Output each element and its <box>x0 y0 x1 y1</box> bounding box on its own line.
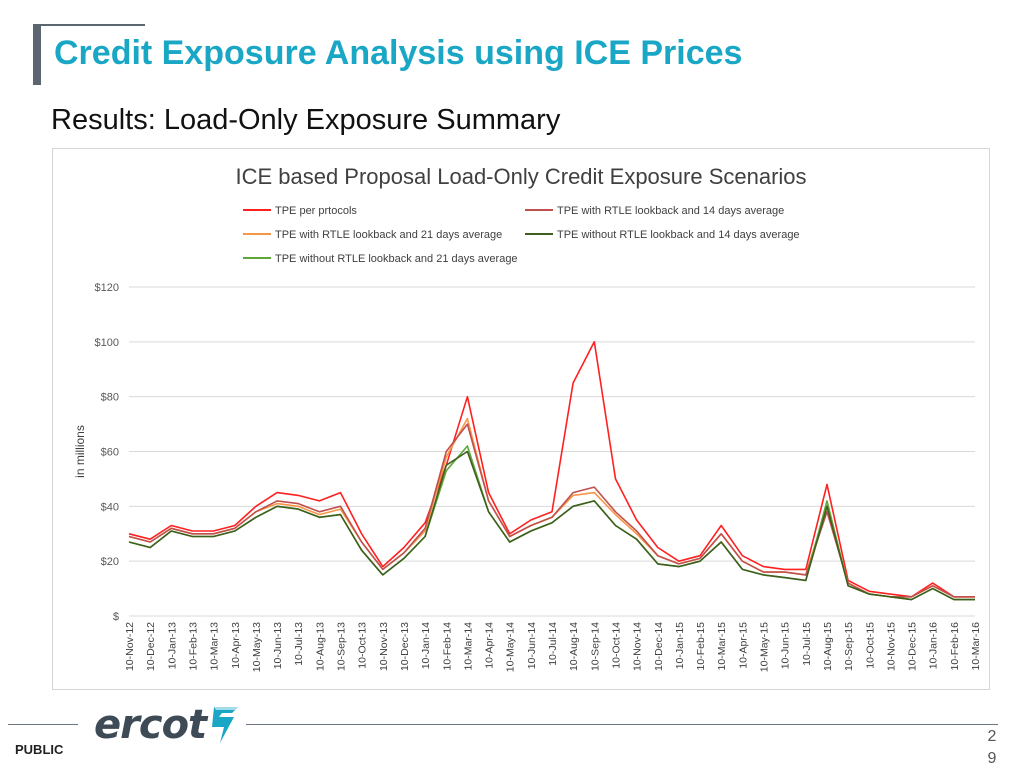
x-tick-label: 10-Oct-13 <box>357 622 369 669</box>
legend-label: TPE with RTLE lookback and 14 days avera… <box>557 205 784 217</box>
x-tick-label: 10-Sep-14 <box>589 622 601 671</box>
x-tick-label: 10-Mar-15 <box>716 622 728 671</box>
x-tick-label: 10-Jun-14 <box>526 622 538 669</box>
slide-title: Credit Exposure Analysis using ICE Price… <box>54 34 743 72</box>
x-tick-label: 10-May-15 <box>759 622 771 672</box>
x-tick-label: 10-Jul-13 <box>293 622 305 666</box>
legend-label: TPE with RTLE lookback and 21 days avera… <box>275 229 502 241</box>
y-tick-label: $100 <box>95 337 119 349</box>
x-tick-label: 10-Jun-15 <box>780 622 792 669</box>
legend-item: TPE with RTLE lookback and 21 days avera… <box>243 229 502 241</box>
slide-subtitle: Results: Load-Only Exposure Summary <box>51 104 561 136</box>
x-tick-label: 10-Apr-15 <box>737 622 749 669</box>
x-tick-label: 10-Nov-15 <box>885 622 897 671</box>
x-tick-label: 10-May-14 <box>505 622 517 672</box>
x-tick-label: 10-Nov-12 <box>124 622 136 671</box>
x-tick-label: 10-Jul-15 <box>801 622 813 666</box>
chart-panel: ICE based Proposal Load-Only Credit Expo… <box>52 148 990 690</box>
x-tick-label: 10-Feb-16 <box>949 622 961 671</box>
y-tick-label: $40 <box>101 501 119 513</box>
footer-divider-right <box>246 724 998 725</box>
y-tick-label: $20 <box>101 556 119 568</box>
ercot-logo: ercot <box>94 702 242 748</box>
x-tick-label: 10-Oct-15 <box>864 622 876 669</box>
x-tick-label: 10-Jan-16 <box>928 622 940 669</box>
legend-item: TPE without RTLE lookback and 14 days av… <box>525 229 800 241</box>
x-tick-label: 10-Jan-13 <box>166 622 178 669</box>
x-tick-label: 10-Mar-13 <box>209 622 221 671</box>
x-tick-label: 10-Jul-14 <box>547 622 559 666</box>
x-tick-label: 10-Mar-14 <box>462 622 474 671</box>
ercot-bolt-icon <box>212 707 239 743</box>
series-line <box>128 341 975 598</box>
series-line <box>128 450 975 601</box>
x-tick-label: 10-Feb-13 <box>187 622 199 671</box>
page-number-digit-1: 2 <box>987 728 997 745</box>
y-tick-label: $120 <box>95 282 119 294</box>
x-tick-label: 10-Feb-14 <box>441 622 453 671</box>
legend-item: TPE without RTLE lookback and 21 days av… <box>243 253 518 265</box>
x-tick-label: 10-May-13 <box>251 622 263 672</box>
title-accent-bar <box>33 24 41 85</box>
x-tick-label: 10-Jan-14 <box>420 622 432 669</box>
footer-divider-left <box>8 724 78 725</box>
y-tick-label: $80 <box>101 392 119 404</box>
legend-label: TPE without RTLE lookback and 14 days av… <box>557 229 800 241</box>
x-tick-label: 10-Dec-13 <box>399 622 411 671</box>
x-tick-label: 10-Aug-14 <box>568 622 580 671</box>
x-tick-label: 10-Nov-13 <box>378 622 390 671</box>
title-accent-rule <box>41 24 145 26</box>
x-tick-label: 10-Aug-15 <box>822 622 834 671</box>
x-tick-label: 10-Dec-15 <box>907 622 919 671</box>
x-tick-label: 10-Jan-15 <box>674 622 686 669</box>
page-number: 2 9 <box>985 726 999 770</box>
legend-item: TPE with RTLE lookback and 14 days avera… <box>525 205 784 217</box>
x-tick-label: 10-Apr-14 <box>484 622 496 669</box>
chart-title: ICE based Proposal Load-Only Credit Expo… <box>235 164 806 189</box>
y-tick-label: $ <box>113 611 119 623</box>
x-tick-label: 10-Sep-13 <box>336 622 348 671</box>
x-tick-label: 10-Dec-14 <box>653 622 665 671</box>
legend-item: TPE per prtocols <box>243 205 357 217</box>
classification-label: PUBLIC <box>15 742 64 757</box>
y-tick-label: $60 <box>101 447 119 459</box>
x-tick-label: 10-Nov-14 <box>632 622 644 671</box>
y-axis-label: in millions <box>73 425 87 478</box>
logo-text: ercot <box>94 702 207 748</box>
line-chart: ICE based Proposal Load-Only Credit Expo… <box>73 164 982 672</box>
page-number-digit-2: 9 <box>987 750 997 767</box>
x-tick-label: 10-Mar-16 <box>970 622 982 671</box>
x-tick-label: 10-Aug-13 <box>314 622 326 671</box>
x-tick-label: 10-Jun-13 <box>272 622 284 669</box>
x-tick-label: 10-Feb-15 <box>695 622 707 671</box>
legend-label: TPE without RTLE lookback and 21 days av… <box>275 253 518 265</box>
x-tick-label: 10-Sep-15 <box>843 622 855 671</box>
x-tick-label: 10-Apr-13 <box>230 622 242 669</box>
x-tick-label: 10-Dec-12 <box>145 622 157 671</box>
legend-label: TPE per prtocols <box>275 205 357 217</box>
x-tick-label: 10-Oct-14 <box>610 622 622 669</box>
